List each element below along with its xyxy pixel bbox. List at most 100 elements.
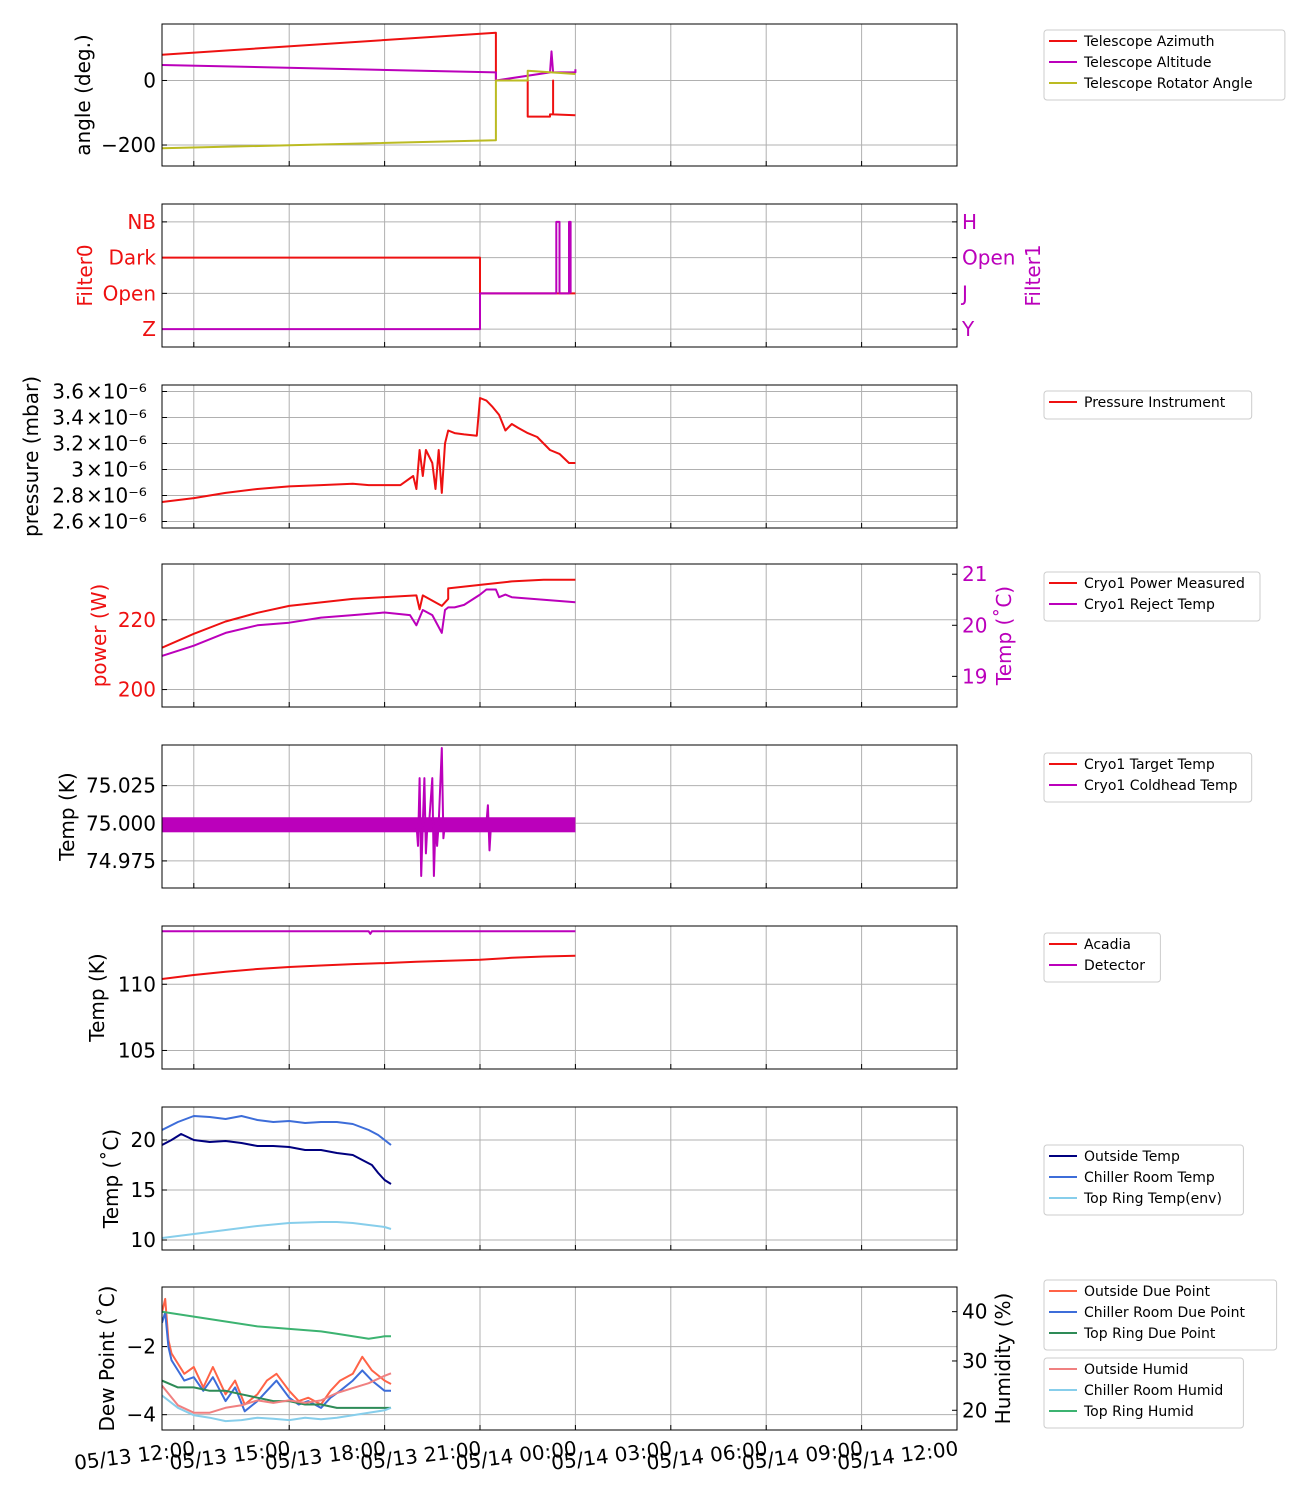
axes-frame xyxy=(161,23,958,167)
y-tick-exponent: ×10⁻⁶ xyxy=(86,484,147,508)
legend: Outside Due Point Chiller Room Due Point T… xyxy=(1043,1279,1278,1351)
series-line xyxy=(415,747,493,877)
series-line xyxy=(162,930,576,935)
legend: Cryo1 Target Temp Cryo1 Coldhead Temp xyxy=(1043,752,1253,803)
legend-label: Chiller Room Due Point xyxy=(1084,1305,1245,1321)
legend-label: Acadia xyxy=(1084,937,1131,953)
y-right-tick-label: 20 xyxy=(962,1398,987,1422)
legend-label: Top Ring Due Point xyxy=(1083,1326,1216,1342)
y-tick-label: −200 xyxy=(101,133,156,157)
series-line xyxy=(162,397,576,503)
legend: Telescope Azimuth Telescope Altitude Teles… xyxy=(1043,29,1286,101)
legend: Acadia Detector xyxy=(1043,932,1161,983)
series-line xyxy=(162,220,572,331)
y-tick-label: 75.025 xyxy=(86,774,156,798)
panel-cryo_temp: 74.975 75.000 75.025 Temp (K) Cryo1 Target T… xyxy=(55,744,1253,889)
y-tick-label: 110 xyxy=(118,972,156,996)
series-line xyxy=(162,31,576,118)
legend-box xyxy=(1043,1357,1244,1429)
series-line xyxy=(162,1115,392,1146)
series-band-coldhead xyxy=(162,817,576,833)
y-tick-label: 2.8 xyxy=(52,484,84,508)
y-right-tick-label: 30 xyxy=(962,1349,987,1373)
series-line xyxy=(162,1379,391,1409)
series-line xyxy=(162,1310,391,1340)
axes-frame xyxy=(161,384,958,529)
legend-label: Chiller Room Temp xyxy=(1084,1170,1215,1186)
y-right-tick-label: Open xyxy=(962,246,1015,270)
panel-cryo_power: 200 220 19 20 21 power (W) Temp (˚C) Cryo1 Powe… xyxy=(87,562,1261,708)
y-right-tick-label: 19 xyxy=(962,664,987,688)
y-right-tick-label: 40 xyxy=(962,1300,987,1324)
y-tick-label: 200 xyxy=(118,678,156,702)
legend-label: Top Ring Temp(env) xyxy=(1083,1191,1222,1207)
y-tick-label: 10 xyxy=(131,1228,156,1252)
series-line xyxy=(162,256,576,295)
legend-label: Pressure Instrument xyxy=(1084,395,1226,411)
legend-label: Cryo1 Target Temp xyxy=(1084,757,1215,773)
legend-box xyxy=(1043,1279,1278,1351)
series-line xyxy=(162,1297,392,1406)
y-tick-label: Z xyxy=(142,317,156,341)
y-tick-label: 220 xyxy=(118,608,156,632)
legend-label: Detector xyxy=(1084,958,1145,974)
panel-filters: Z Open Dark NB YJ Open H Filter0 Filter1 xyxy=(73,203,1045,348)
legend-label: Telescope Azimuth xyxy=(1083,34,1214,50)
legend-label: Outside Temp xyxy=(1084,1149,1180,1165)
axes-frame xyxy=(161,744,958,889)
series-line xyxy=(162,1394,392,1423)
y-tick-label: 20 xyxy=(131,1128,156,1152)
y-tick-label: 3.6 xyxy=(52,380,84,404)
y-right-axis-label: Temp (˚C) xyxy=(992,586,1016,686)
y-tick-label: 2.6 xyxy=(52,510,84,534)
y-tick-label: 15 xyxy=(131,1178,156,1202)
legend-label: Cryo1 Coldhead Temp xyxy=(1084,778,1238,794)
y-tick-exponent: ×10⁻⁶ xyxy=(86,432,147,456)
y-tick-exponent: ×10⁻⁶ xyxy=(86,380,147,404)
series-line xyxy=(162,1311,391,1413)
y-tick-exponent: ×10⁻⁶ xyxy=(86,510,147,534)
panel-dewpoint: −4 −2 20 30 40 Dew Point (˚C) Humidity (%) Outs… xyxy=(73,1279,1278,1475)
legend-label: Top Ring Humid xyxy=(1083,1404,1194,1420)
legend-label: Telescope Rotator Angle xyxy=(1083,76,1253,92)
axes-frame xyxy=(161,925,958,1070)
y-tick-label: NB xyxy=(127,210,156,234)
legend: Cryo1 Power Measured Cryo1 Reject Temp xyxy=(1043,571,1261,622)
legend-label: Outside Humid xyxy=(1084,1362,1188,1378)
series-line xyxy=(162,954,576,980)
series-line xyxy=(162,578,576,649)
y-axis-label: pressure (mbar) xyxy=(19,376,43,537)
legend-label: Telescope Altitude xyxy=(1083,55,1212,71)
y-axis-label: Temp (˚C) xyxy=(99,1129,123,1229)
y-tick-label: 74.975 xyxy=(86,849,156,873)
y-right-tick-label: H xyxy=(962,210,977,234)
y-axis-label: Temp (K) xyxy=(85,953,109,1042)
series-line xyxy=(162,1221,392,1239)
panel-acadia: 105 110 Temp (K) Acadia Detector xyxy=(85,925,1161,1070)
y-right-tick-label: J xyxy=(960,281,968,305)
series-line xyxy=(162,50,577,82)
y-tick-exponent: ×10⁻⁶ xyxy=(86,458,147,482)
legend-box xyxy=(1043,1144,1244,1216)
legend: Pressure Instrument xyxy=(1043,390,1253,420)
legend-label: Cryo1 Power Measured xyxy=(1084,576,1245,592)
legend-box xyxy=(1043,390,1253,420)
y-tick-label: 105 xyxy=(118,1038,156,1062)
y-tick-label: −2 xyxy=(127,1335,156,1359)
legend-label: Chiller Room Humid xyxy=(1084,1383,1223,1399)
y-right-tick-label: 21 xyxy=(962,562,987,586)
legend: Outside Temp Chiller Room Temp Top Ring Te… xyxy=(1043,1144,1244,1216)
y-right-tick-label: Y xyxy=(961,317,975,341)
y-tick-label: Dark xyxy=(109,246,157,270)
y-right-axis-label: Filter1 xyxy=(1021,244,1045,306)
y-axis-label: Temp (K) xyxy=(55,772,79,861)
axes-frame xyxy=(161,563,958,708)
y-right-tick-label: 20 xyxy=(962,613,987,637)
y-tick-label: 0 xyxy=(143,68,156,92)
legend-box xyxy=(1043,571,1261,622)
series-line xyxy=(162,69,576,150)
y-axis-label: Filter0 xyxy=(73,244,97,306)
legend-label: Outside Due Point xyxy=(1084,1284,1211,1300)
